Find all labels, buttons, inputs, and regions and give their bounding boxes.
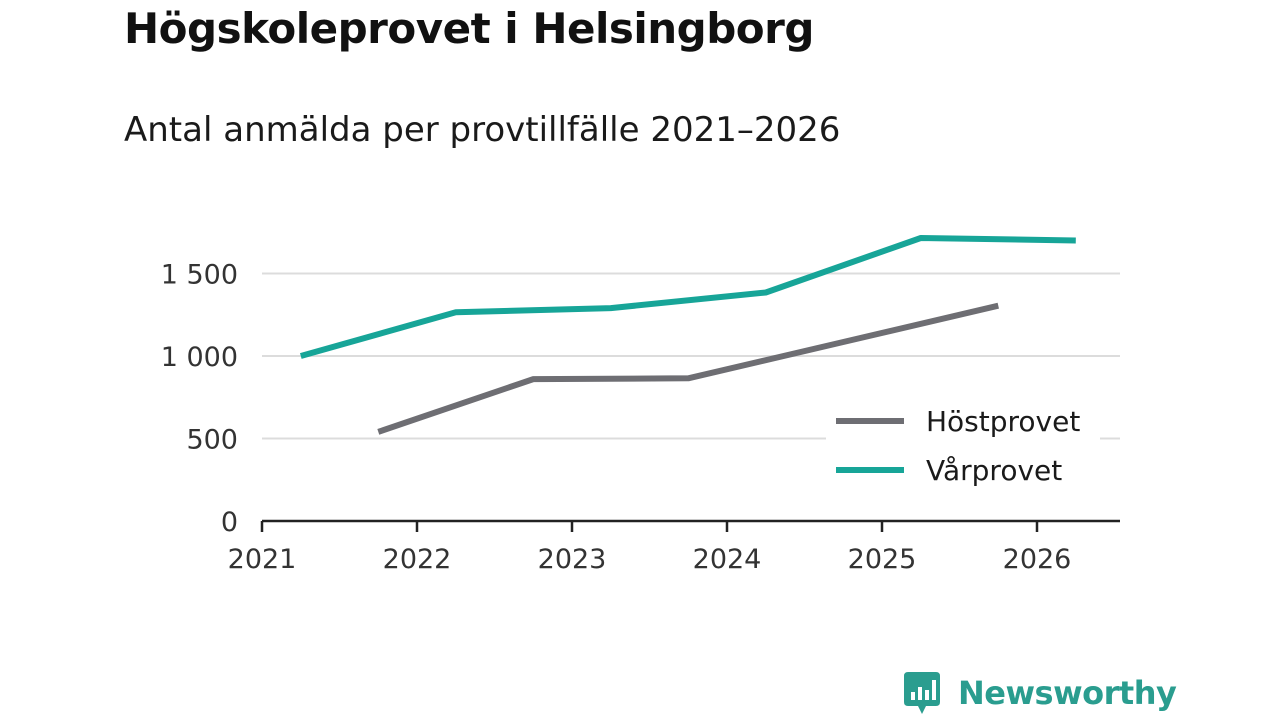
x-tick-label: 2022 <box>383 544 452 575</box>
x-tick-label: 2024 <box>693 544 762 575</box>
axis-layer: 0 500 1 000 1 500 2021 2022 2023 2024 2025 2026 <box>161 260 1120 575</box>
brand: Newsworthy <box>902 670 1177 716</box>
legend: Höstprovet Vårprovet <box>826 396 1100 500</box>
x-tick-label: 2021 <box>228 544 297 575</box>
chart-title: Högskoleprovet i Helsingborg <box>124 4 814 53</box>
series-layer <box>299 235 1076 435</box>
x-tick-label: 2026 <box>1003 544 1072 575</box>
bar-chart-speech-bubble-icon <box>904 672 940 714</box>
x-tick-label: 2025 <box>848 544 917 575</box>
y-tick-label: 500 <box>186 425 238 456</box>
x-tick-label: 2023 <box>538 544 607 575</box>
legend-label: Vårprovet <box>926 454 1062 487</box>
chart-subtitle: Antal anmälda per provtillfälle 2021–202… <box>124 110 841 150</box>
brand-name: Newsworthy <box>958 674 1177 712</box>
legend-label: Höstprovet <box>926 405 1080 438</box>
series-line-hostprovet <box>377 302 999 435</box>
y-tick-label: 0 <box>221 507 238 538</box>
legend-background <box>826 396 1100 500</box>
series-line-varprovet <box>299 235 1076 359</box>
y-tick-label: 1 500 <box>161 260 238 291</box>
y-tick-label: 1 000 <box>161 342 238 373</box>
